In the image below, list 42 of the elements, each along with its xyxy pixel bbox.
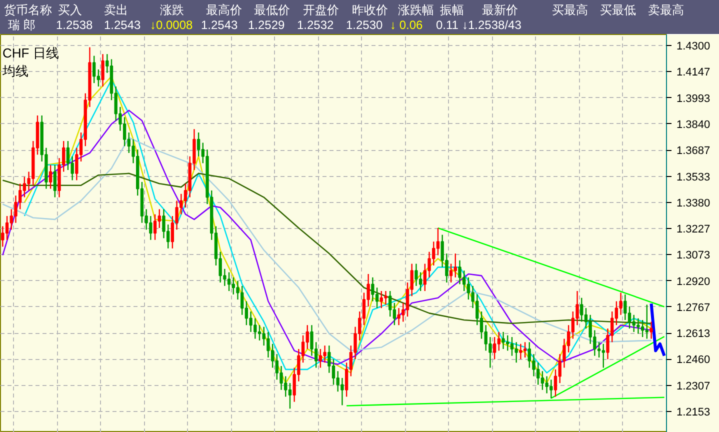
text: 1.2529: [248, 17, 285, 34]
text: 1.2538: [56, 17, 93, 34]
y-tick-label: 1.2153: [676, 406, 710, 419]
y-tick-label: 1.3380: [676, 197, 710, 210]
y-tick-label: 1.3227: [676, 223, 710, 236]
y-tick-label: 1.3073: [676, 250, 710, 262]
text: 昨收价: [352, 2, 388, 19]
text: 1.2543: [201, 17, 238, 34]
y-tick-label: 1.2307: [676, 380, 710, 392]
y-tick-label: 1.3993: [676, 92, 710, 105]
text: 最低价: [254, 2, 290, 19]
text: 1.2530: [346, 17, 383, 34]
text: ↓1.2538/43: [462, 17, 522, 34]
text: 开盘价: [303, 2, 339, 19]
text: 货币名称: [4, 2, 52, 18]
y-tick-label: 1.2613: [676, 328, 710, 340]
y-tick-label: 1.4147: [676, 66, 710, 79]
y-tick-label: 1.2460: [676, 354, 710, 366]
text: 买最低: [600, 2, 636, 19]
y-tick-label: 1.3687: [676, 145, 710, 158]
text: 涨跌幅: [398, 2, 434, 19]
text: 最新价: [482, 2, 518, 19]
text: ↓ 0.06: [390, 17, 423, 34]
text: 0.11: [436, 17, 458, 34]
y-tick-label: 1.3840: [676, 118, 710, 131]
text: 振幅: [440, 2, 464, 19]
text: 买入: [58, 2, 82, 19]
text: CHF 日线: [2, 46, 59, 60]
y-tick-label: 1.3533: [676, 171, 710, 184]
y-tick-label: 1.2920: [676, 276, 710, 288]
y-tick-label: 1.4300: [676, 40, 710, 53]
y-tick-label: 1.2767: [676, 302, 710, 314]
text: 买最高: [552, 2, 588, 19]
text: 最高价: [206, 2, 242, 19]
text: 1.2543: [104, 17, 141, 34]
text: 涨跌: [160, 2, 184, 19]
text: 1.2532: [297, 17, 334, 34]
text: 卖出: [104, 2, 128, 19]
text: ↓0.0008: [150, 17, 193, 34]
text: 卖最高: [648, 2, 684, 19]
text: 瑞 郎: [8, 17, 36, 34]
annotation: 均线: [2, 64, 28, 78]
